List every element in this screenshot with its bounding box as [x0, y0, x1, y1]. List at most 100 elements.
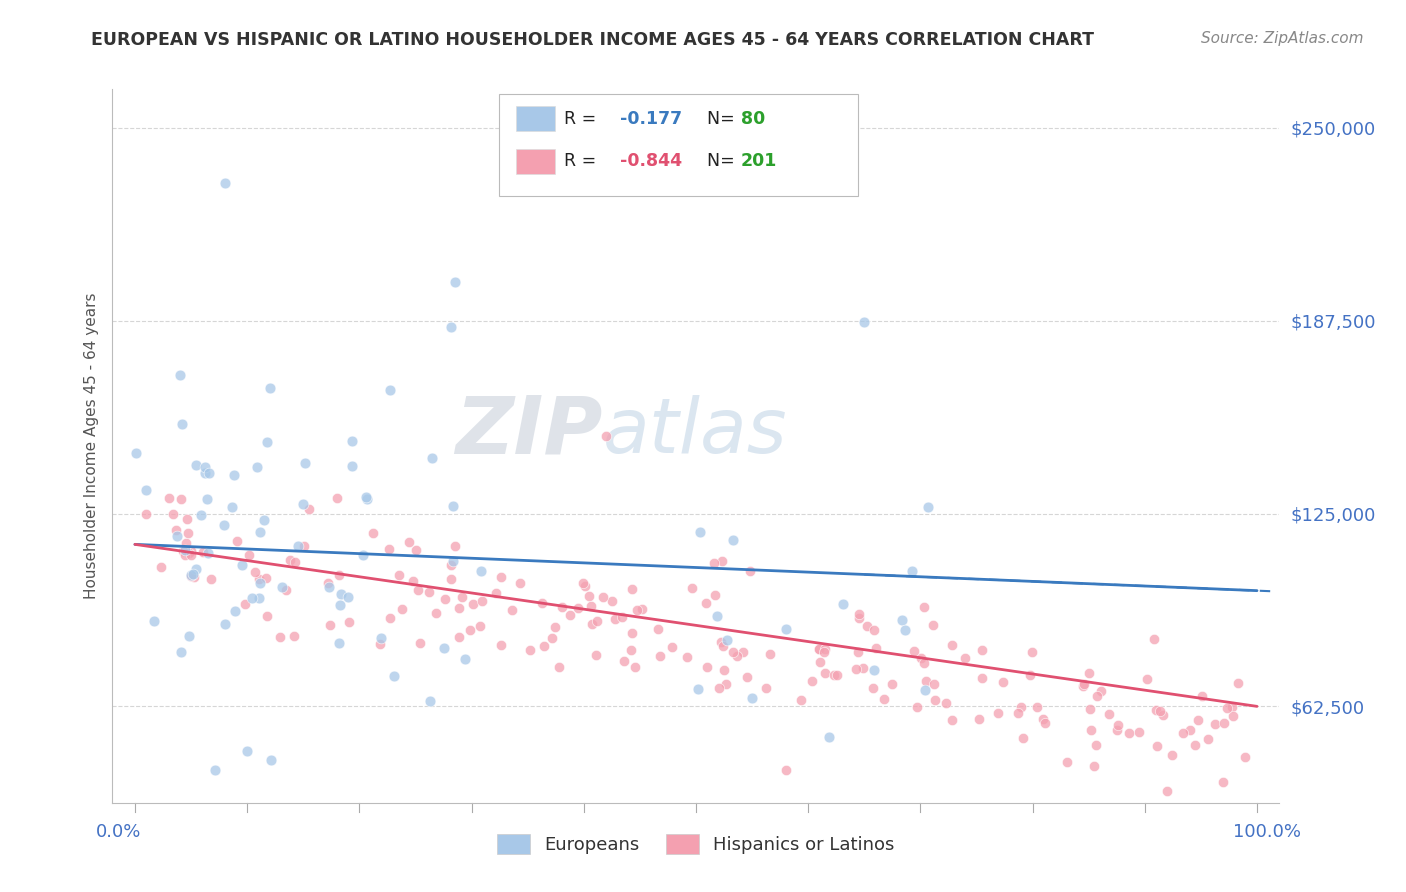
Point — [440, 572, 463, 586]
Point — [471, 594, 494, 608]
Point — [910, 650, 932, 665]
Point — [328, 636, 350, 650]
Text: R =: R = — [564, 110, 602, 128]
Point — [278, 553, 301, 567]
Point — [174, 536, 197, 550]
Point — [356, 491, 378, 505]
Point — [626, 603, 648, 617]
Point — [398, 535, 420, 549]
Point — [775, 763, 797, 777]
Point — [1135, 672, 1157, 686]
Text: N=: N= — [707, 153, 741, 170]
Point — [581, 616, 603, 631]
Point — [1128, 725, 1150, 739]
Point — [190, 508, 212, 523]
Point — [915, 674, 938, 689]
Point — [291, 497, 314, 511]
Point — [173, 548, 195, 562]
Point — [242, 591, 264, 606]
Point — [157, 491, 180, 505]
Point — [579, 599, 602, 613]
Point — [249, 576, 271, 591]
Point — [382, 668, 405, 682]
Point — [1032, 712, 1054, 726]
Point — [1056, 755, 1078, 769]
Point — [408, 582, 430, 597]
Point — [297, 501, 319, 516]
Point — [800, 674, 823, 689]
Point — [620, 582, 643, 597]
Point — [703, 556, 725, 570]
Point — [276, 583, 298, 598]
Y-axis label: Householder Income Ages 45 - 64 years: Householder Income Ages 45 - 64 years — [83, 293, 98, 599]
Point — [443, 539, 465, 553]
Point — [686, 681, 709, 696]
Point — [440, 319, 463, 334]
Point — [425, 606, 447, 620]
Point — [316, 575, 339, 590]
Point — [402, 574, 425, 588]
Point — [180, 568, 202, 582]
Point — [284, 555, 307, 569]
Point — [419, 694, 441, 708]
Point — [179, 629, 201, 643]
Point — [1118, 725, 1140, 739]
Point — [1026, 700, 1049, 714]
Point — [1191, 689, 1213, 703]
Point — [547, 660, 569, 674]
Point — [283, 629, 305, 643]
Point — [808, 641, 831, 656]
Point — [1178, 723, 1201, 737]
Point — [408, 636, 430, 650]
Point — [533, 640, 555, 654]
Point — [863, 663, 886, 677]
Point — [775, 622, 797, 636]
Point — [845, 662, 868, 676]
Point — [935, 697, 957, 711]
Point — [1010, 700, 1032, 714]
Point — [485, 585, 508, 599]
Point — [491, 638, 513, 652]
Text: atlas: atlas — [603, 395, 787, 468]
Point — [695, 596, 717, 610]
Point — [1033, 716, 1056, 731]
Point — [200, 572, 222, 586]
Point — [846, 645, 869, 659]
Point — [180, 548, 202, 562]
Point — [340, 434, 363, 449]
Point — [862, 681, 884, 695]
Point — [922, 618, 945, 632]
Point — [856, 619, 879, 633]
Point — [183, 570, 205, 584]
Point — [710, 554, 733, 568]
Point — [441, 554, 464, 568]
Text: ZIP: ZIP — [456, 392, 603, 471]
Legend: Europeans, Hispanics or Latinos: Europeans, Hispanics or Latinos — [498, 834, 894, 855]
Point — [725, 648, 748, 663]
Point — [1184, 738, 1206, 752]
Point — [224, 604, 246, 618]
Text: Source: ZipAtlas.com: Source: ZipAtlas.com — [1201, 31, 1364, 46]
Point — [259, 381, 281, 395]
Point — [808, 655, 831, 669]
Point — [676, 650, 699, 665]
Point — [193, 545, 215, 559]
Point — [405, 542, 427, 557]
Point — [1149, 704, 1171, 718]
Point — [818, 730, 841, 744]
Point — [585, 648, 607, 662]
Point — [441, 499, 464, 513]
Point — [953, 651, 976, 665]
Point — [318, 580, 340, 594]
Point — [226, 533, 249, 548]
Point — [714, 677, 737, 691]
Point — [853, 315, 876, 329]
Point — [170, 417, 193, 432]
Point — [135, 483, 157, 497]
Point — [723, 645, 745, 659]
Point — [468, 619, 491, 633]
Point — [823, 668, 845, 682]
Point — [461, 597, 484, 611]
Point — [330, 587, 353, 601]
Point — [1233, 749, 1256, 764]
